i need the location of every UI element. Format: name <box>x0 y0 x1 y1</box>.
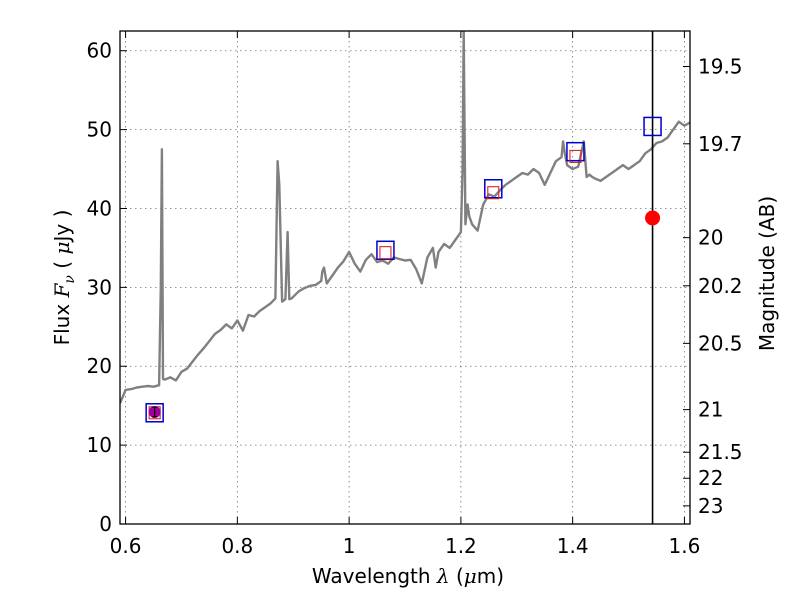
x-tick-label: 0.6 <box>110 534 142 558</box>
y2-tick-label: 20.2 <box>698 274 743 298</box>
x-axis-label-part: Wavelength <box>312 564 437 588</box>
red-point-marker <box>645 210 661 226</box>
y-axis-label-part: ν <box>62 275 78 284</box>
observed-photometry-marker <box>379 246 392 260</box>
model-photometry-marker <box>376 240 395 261</box>
plot-frame <box>119 30 691 525</box>
y2-tick-label: 23 <box>698 494 723 518</box>
axes: 0.6 0.8 1 1.2 1.4 1.6 0 10 20 30 40 50 60 19.5 19.7 20 2… <box>87 31 743 558</box>
y2-tick-label: 19.5 <box>698 54 743 78</box>
y-tick-label: 0 <box>99 512 112 536</box>
y-tick-label: 40 <box>87 196 112 220</box>
x-axis-label-part: μ <box>464 564 477 588</box>
y-axis-label-part: F <box>50 282 74 298</box>
y-tick-label: 30 <box>87 275 112 299</box>
x-axis-label-part: m) <box>477 564 504 588</box>
model-photometry-marker <box>484 179 503 199</box>
x-tick-label: 1.4 <box>557 534 589 558</box>
model-photometry-marker <box>643 116 662 137</box>
y-axis-label-part: ( <box>50 255 74 276</box>
y-axis-label-part: Flux <box>50 297 74 345</box>
y-axis-label-part: μ <box>50 242 74 255</box>
grid <box>120 31 690 525</box>
plot-area <box>120 31 690 524</box>
observed-photometry-marker <box>487 186 500 200</box>
y-tick-label: 50 <box>87 118 112 142</box>
x-tick-label: 1.2 <box>445 534 477 558</box>
x-axis-label: Wavelength λ (μm) <box>312 564 504 588</box>
x-tick-label: 0.8 <box>221 534 253 558</box>
y2-tick-label: 19.7 <box>698 132 743 156</box>
y2-tick-label: 20 <box>698 226 723 250</box>
model-photometry-marker <box>566 141 585 162</box>
y2-tick-label: 21 <box>698 398 723 422</box>
y2-axis-label: Magnitude (AB) <box>755 196 779 351</box>
y-tick-label: 20 <box>87 354 112 378</box>
y-tick-label: 60 <box>87 39 112 63</box>
spectrum-line <box>120 31 690 404</box>
y-axis-label-part: Jy ) <box>50 210 74 244</box>
plot-clip-group <box>120 31 690 404</box>
y-axis-label: Flux Fν ( μJy ) <box>50 210 78 346</box>
x-tick-label: 1 <box>343 534 356 558</box>
y-tick-label: 10 <box>87 433 112 457</box>
x-axis-label-part: λ <box>436 564 450 588</box>
x-axis-label-part: ( <box>450 564 464 588</box>
y2-tick-label: 22 <box>698 466 723 490</box>
y2-tick-label: 21.5 <box>698 440 743 464</box>
observed-photometry-marker <box>569 149 582 163</box>
model-photometry-marker <box>145 403 164 423</box>
y2-tick-label: 20.5 <box>698 331 743 355</box>
x-tick-label: 1.6 <box>669 534 701 558</box>
